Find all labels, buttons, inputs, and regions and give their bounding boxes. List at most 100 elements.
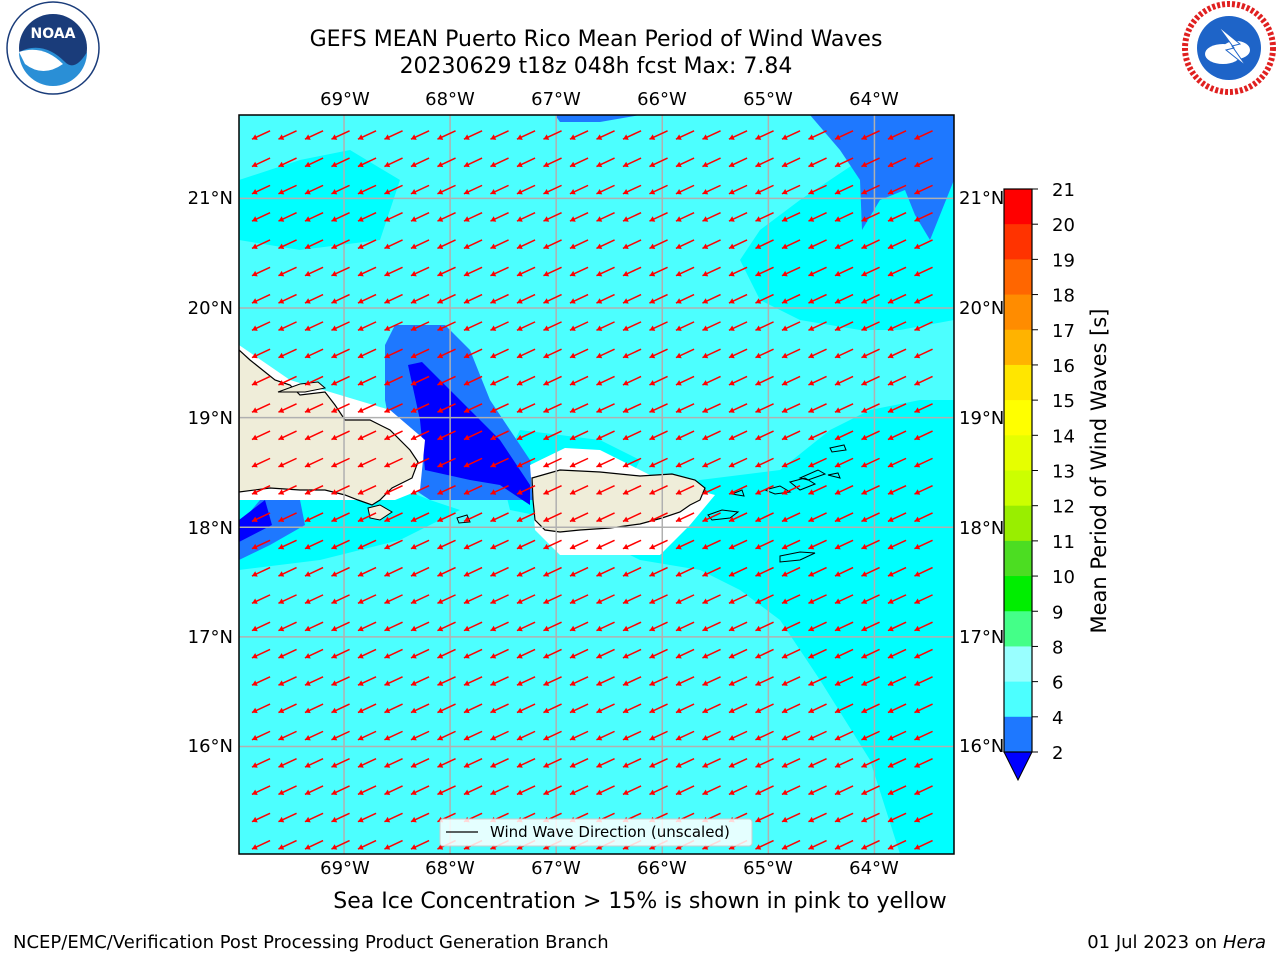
wind-wave-arrow: [490, 211, 509, 222]
wind-wave-arrow: [463, 785, 483, 796]
wind-wave-arrow: [596, 375, 615, 386]
wind-wave-arrow: [728, 239, 748, 250]
colorbar-tick-label: 15: [1052, 391, 1075, 412]
wind-wave-arrow: [755, 812, 774, 823]
wind-wave-arrow: [649, 785, 668, 796]
wind-wave-arrow: [331, 403, 350, 413]
wind-wave-arrow: [675, 757, 695, 768]
wind-wave-arrow: [384, 703, 403, 714]
wind-wave-arrow: [384, 430, 403, 441]
wind-wave-arrow: [755, 211, 774, 222]
wind-wave-arrow: [622, 239, 642, 250]
wind-wave-arrow: [490, 484, 509, 495]
colorbar-tick-label: 14: [1052, 426, 1075, 447]
wind-wave-arrow: [410, 184, 430, 195]
wind-wave-arrow: [304, 211, 324, 222]
wind-wave-arrow: [834, 184, 854, 195]
tortola-island: [798, 469, 827, 481]
wind-wave-arrow: [463, 266, 483, 277]
colorbar-tick-label: 10: [1052, 567, 1075, 588]
wind-wave-arrow: [278, 730, 297, 741]
wind-wave-arrow: [543, 703, 562, 714]
wind-wave-arrow: [278, 621, 297, 632]
wind-wave-arrow: [357, 839, 377, 850]
wind-wave-arrow: [569, 184, 589, 195]
wind-wave-arrow: [490, 321, 509, 332]
wind-wave-arrow: [437, 457, 456, 468]
lat-label: 17°N: [188, 627, 233, 648]
wind-wave-arrow: [808, 348, 827, 359]
wind-wave-arrow: [463, 348, 483, 359]
wind-wave-arrow: [516, 130, 536, 140]
wind-wave-arrow: [781, 157, 801, 168]
wind-wave-arrow: [304, 157, 324, 168]
lat-label: 19°N: [188, 408, 233, 429]
wind-wave-arrow: [649, 130, 668, 140]
lat-label: 19°N: [959, 408, 1004, 429]
wind-wave-arrow: [384, 594, 403, 605]
wind-wave-arrow: [649, 621, 668, 632]
wind-wave-arrow: [384, 211, 403, 222]
wind-wave-arrow: [490, 594, 509, 605]
wind-wave-arrow: [490, 730, 509, 741]
wind-wave-arrow: [914, 484, 933, 495]
wind-wave-arrow: [278, 130, 297, 140]
wind-wave-arrow: [834, 348, 854, 359]
wind-wave-arrow: [251, 266, 271, 277]
footer-machine: Hera: [1222, 932, 1266, 953]
wind-wave-arrow: [861, 566, 880, 577]
wind-wave-arrow: [728, 375, 748, 386]
wind-wave-arrow: [490, 430, 509, 441]
wind-wave-arrow: [569, 648, 589, 659]
wind-wave-arrow: [384, 266, 403, 277]
wind-wave-arrow: [357, 211, 377, 222]
wind-wave-arrow: [649, 512, 668, 523]
wind-wave-arrow: [808, 130, 827, 140]
period-field-2-4-n: [555, 115, 640, 122]
wind-wave-arrow: [755, 375, 774, 386]
wind-wave-arrow: [834, 266, 854, 277]
lon-labels-top: 69°W 68°W 67°W 66°W 65°W 64°W: [320, 89, 899, 110]
wind-wave-arrow: [251, 730, 271, 741]
wind-wave-arrow: [781, 812, 801, 823]
wind-wave-arrow: [649, 648, 668, 659]
wind-wave-arrow: [437, 239, 456, 250]
wind-wave-arrow: [596, 239, 615, 250]
wind-wave-arrow: [914, 130, 933, 140]
wind-wave-arrow: [331, 375, 350, 386]
wind-wave-arrow: [410, 757, 430, 768]
wind-wave-arrow: [808, 648, 827, 659]
wind-wave-arrow: [702, 703, 721, 714]
wind-wave-arrow: [702, 239, 721, 250]
wind-wave-arrow: [410, 703, 430, 714]
wind-wave-arrow: [781, 321, 801, 332]
wind-wave-arrow: [569, 457, 589, 468]
wind-wave-arrow: [834, 484, 854, 495]
wind-wave-arrow: [702, 430, 721, 441]
wind-wave-arrow: [251, 621, 271, 632]
wind-wave-arrow: [278, 839, 297, 850]
wind-wave-arrow: [887, 293, 907, 304]
wind-wave-arrow: [861, 239, 880, 250]
wind-wave-arrow: [569, 703, 589, 714]
wind-wave-arrow: [516, 321, 536, 332]
wind-wave-arrow: [516, 430, 536, 441]
wind-wave-arrow: [331, 348, 350, 359]
wind-wave-arrow: [304, 839, 324, 850]
colorbar-segment: [1004, 189, 1032, 225]
wind-wave-arrow: [463, 184, 483, 195]
wind-wave-arrow: [914, 321, 933, 332]
wind-wave-arrow: [781, 648, 801, 659]
wind-wave-arrow: [808, 239, 827, 250]
wind-wave-arrow: [728, 184, 748, 195]
wind-wave-arrow: [543, 676, 562, 686]
lat-label: 16°N: [959, 736, 1004, 757]
wind-wave-arrow: [516, 484, 536, 495]
wind-wave-arrow: [622, 184, 642, 195]
wind-wave-arrow: [914, 403, 933, 413]
wind-wave-arrow: [410, 730, 430, 741]
wind-wave-arrow: [728, 211, 748, 222]
map-area[interactable]: [239, 115, 954, 854]
wind-wave-arrow: [808, 403, 827, 413]
wind-wave-arrow: [596, 730, 615, 741]
